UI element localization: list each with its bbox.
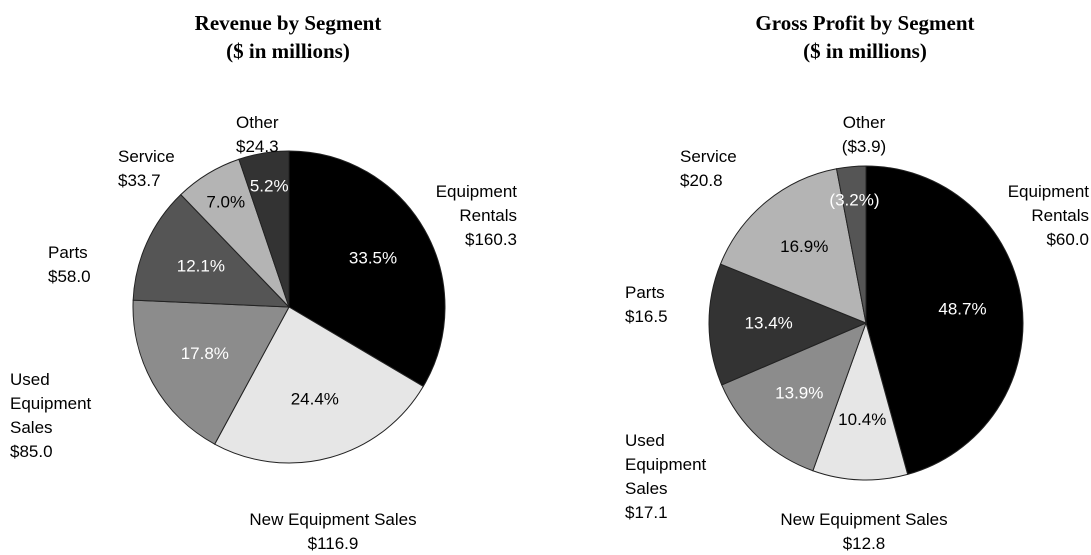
- chart-title: Revenue by Segment: [195, 11, 382, 35]
- slice-value-label: 7.0%: [206, 193, 245, 212]
- segment-amount: $17.1: [625, 503, 668, 522]
- segment-amount: $12.8: [842, 534, 886, 553]
- slice-value-label: 17.8%: [181, 344, 229, 363]
- slice-value-label: 13.4%: [745, 313, 793, 332]
- segment-label: Equipment Rentals $160.3: [397, 180, 517, 252]
- segment-name: Parts: [625, 283, 665, 302]
- segment-name: New Equipment Sales: [249, 510, 417, 529]
- slice-value-label: 16.9%: [780, 237, 828, 256]
- slice-value-label: (3.2%): [829, 191, 879, 210]
- segment-label: Service $33.7: [118, 145, 198, 193]
- slice-value-label: 12.1%: [177, 257, 225, 276]
- segment-amount: $60.0: [1046, 230, 1089, 249]
- segment-amount: $16.5: [625, 307, 668, 326]
- segment-amount: $24.3: [236, 137, 279, 156]
- segment-label: Parts $58.0: [48, 241, 128, 289]
- segment-label: Equipment Rentals $60.0: [969, 180, 1089, 252]
- pie-slice: [132, 193, 291, 308]
- segment-label: Used Equipment Sales $85.0: [10, 368, 120, 464]
- segment-amount: $160.3: [465, 230, 517, 249]
- segment-amount: $58.0: [48, 267, 91, 286]
- slice-value-label: 24.4%: [291, 390, 339, 409]
- pie-slice: [132, 299, 290, 445]
- slice-value-label: 5.2%: [250, 176, 289, 195]
- segment-label: Parts $16.5: [625, 281, 705, 329]
- segment-name: Other: [236, 113, 279, 132]
- chart-subtitle: ($ in millions): [226, 39, 350, 63]
- segment-label: Other ($3.9): [824, 111, 904, 159]
- pie-slice: [721, 322, 867, 472]
- pie-slice: [708, 263, 868, 386]
- slice-value-label: 10.4%: [838, 410, 886, 429]
- segment-name: Service: [680, 147, 737, 166]
- segment-label: Other $24.3: [236, 111, 316, 159]
- pie-slice: [835, 165, 867, 324]
- pie-slice: [214, 306, 424, 464]
- chart-subtitle: ($ in millions): [803, 39, 927, 63]
- segment-name: Equipment Rentals: [435, 182, 517, 225]
- pie-slice: [238, 150, 290, 308]
- segment-label: Used Equipment Sales $17.1: [625, 429, 735, 525]
- segment-label: New Equipment Sales $12.8: [734, 508, 994, 555]
- segment-name: New Equipment Sales: [780, 510, 948, 529]
- pie-slice: [719, 168, 867, 324]
- segment-amount: $20.8: [680, 171, 723, 190]
- segment-amount: $116.9: [307, 534, 359, 553]
- segment-amount: ($3.9): [841, 137, 887, 156]
- segment-name: Other: [842, 113, 886, 132]
- segment-name: Equipment Rentals: [1007, 182, 1089, 225]
- pie-slice: [288, 150, 446, 388]
- slice-value-label: 33.5%: [349, 249, 397, 268]
- segment-label: Service $20.8: [680, 145, 760, 193]
- segment-label: New Equipment Sales $116.9: [203, 508, 463, 555]
- segment-amount: $85.0: [10, 442, 53, 461]
- pie-slice: [812, 321, 909, 481]
- segment-name: Parts: [48, 243, 88, 262]
- segment-name: Used Equipment Sales: [10, 370, 92, 437]
- slice-value-label: 48.7%: [938, 299, 986, 318]
- segment-name: Used Equipment Sales: [625, 431, 707, 498]
- segment-amount: $33.7: [118, 171, 161, 190]
- pie-slice: [865, 165, 1024, 475]
- segment-name: Service: [118, 147, 175, 166]
- chart-title: Gross Profit by Segment: [755, 11, 974, 35]
- slice-value-label: 13.9%: [775, 383, 823, 402]
